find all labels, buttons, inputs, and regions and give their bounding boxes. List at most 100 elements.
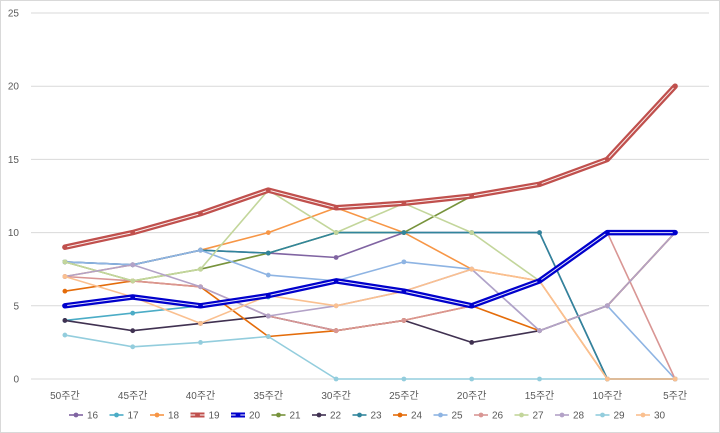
legend-label: 26: [492, 411, 504, 422]
point-17-1: [130, 310, 136, 316]
legend-item-17: 17: [109, 411, 140, 422]
legend-swatch-marker: [438, 412, 443, 418]
point-20-2: [198, 303, 203, 309]
series-18: [62, 205, 678, 382]
x-tick-label: 40주간: [186, 390, 216, 402]
series-line-20: [62, 229, 678, 309]
point-23-7: [537, 230, 542, 236]
point-26-5: [401, 318, 407, 323]
point-29-3: [265, 334, 271, 339]
point-27-2: [198, 266, 203, 272]
legend-label: 20: [249, 411, 261, 422]
x-tick-label: 10주간: [593, 390, 623, 402]
point-23-5: [401, 230, 407, 236]
legend-swatch-marker: [519, 412, 524, 418]
legend-item-22: 22: [312, 411, 342, 422]
x-tick-label: 20주간: [457, 390, 487, 402]
legend-swatch-marker: [559, 412, 565, 418]
legend-item-25: 25: [433, 411, 464, 422]
point-20-4: [333, 278, 339, 284]
point-20-9: [672, 230, 678, 236]
grid-lines: [31, 12, 709, 380]
x-tick-label: 30주간: [321, 390, 351, 402]
point-25-5: [401, 259, 407, 265]
series-27: [62, 187, 678, 284]
point-28-3: [265, 313, 271, 319]
legend-swatch-marker: [600, 412, 605, 418]
point-30-4: [333, 303, 339, 309]
point-28-8: [604, 303, 610, 309]
series-line-inner-19: [64, 85, 676, 248]
legend-label: 16: [87, 411, 99, 422]
point-27-1: [130, 278, 136, 284]
point-19-1: [130, 230, 136, 236]
series-line-19: [62, 83, 678, 250]
legend-label: 30: [654, 411, 666, 422]
legend-item-23: 23: [352, 411, 383, 422]
legend: 16 17 18 19 20 21 22 23 24 25 26 27 28 29 30: [69, 411, 666, 422]
point-27-6: [469, 230, 475, 236]
legend-swatch-marker: [114, 412, 119, 418]
legend-label: 22: [330, 411, 342, 422]
legend-label: 17: [128, 411, 140, 422]
point-19-6: [469, 193, 475, 199]
point-29-5: [401, 376, 407, 382]
legend-item-18: 18: [150, 411, 180, 422]
point-19-2: [198, 211, 203, 216]
point-20-8: [604, 230, 610, 236]
y-tick-label: 20: [8, 82, 20, 93]
legend-item-26: 26: [474, 411, 504, 422]
series-line-30: [64, 268, 676, 380]
point-19-0: [62, 244, 68, 250]
legend-item-21: 21: [271, 411, 302, 422]
series-19: [62, 83, 678, 250]
x-tick-label: 15주간: [525, 390, 555, 402]
legend-item-29: 29: [595, 411, 626, 422]
point-19-4: [333, 205, 339, 211]
legend-item-30: 30: [636, 411, 666, 422]
y-tick-label: 15: [8, 155, 20, 166]
point-28-2: [198, 284, 203, 290]
point-18-3: [265, 230, 271, 236]
y-tick-label: 5: [13, 301, 19, 312]
point-29-2: [198, 340, 203, 345]
y-tick-label: 0: [13, 375, 19, 386]
point-24-0: [62, 288, 68, 294]
series-line-inner-20: [64, 232, 676, 307]
point-30-9: [672, 376, 678, 382]
legend-swatch-marker: [478, 412, 484, 418]
point-28-7: [537, 328, 542, 334]
point-28-1: [130, 262, 136, 268]
legend-swatch-marker: [195, 412, 200, 418]
point-19-7: [537, 181, 542, 187]
point-30-6: [469, 266, 475, 272]
legend-swatch-marker: [316, 412, 322, 418]
point-22-0: [62, 318, 68, 323]
legend-item-16: 16: [69, 411, 99, 422]
x-tick-label: 35주간: [254, 390, 284, 402]
point-27-4: [333, 230, 339, 236]
point-20-1: [130, 294, 136, 300]
legend-item-27: 27: [514, 411, 544, 422]
point-30-0: [62, 274, 68, 279]
point-29-6: [469, 376, 475, 382]
x-axis-ticks: 50주간 45주간 40주간 35주간 30주간 25주간 20주간 15주간 10주간 5주간: [50, 390, 687, 402]
legend-label: 29: [614, 411, 626, 422]
legend-label: 25: [452, 411, 464, 422]
legend-item-28: 28: [555, 411, 585, 422]
y-axis-ticks: 0 5 10 15 20 25: [8, 9, 20, 386]
series-20: [62, 229, 678, 309]
point-30-8: [604, 376, 610, 382]
point-20-5: [401, 288, 407, 294]
legend-item-20: 20: [231, 411, 261, 422]
legend-label: 21: [290, 411, 302, 422]
point-22-1: [130, 328, 136, 334]
legend-label: 23: [371, 411, 383, 422]
series-line-29: [64, 334, 676, 380]
point-19-9: [672, 83, 678, 89]
series-lines: [62, 83, 678, 382]
x-tick-label: 5주간: [663, 390, 687, 402]
legend-label: 24: [411, 411, 423, 422]
